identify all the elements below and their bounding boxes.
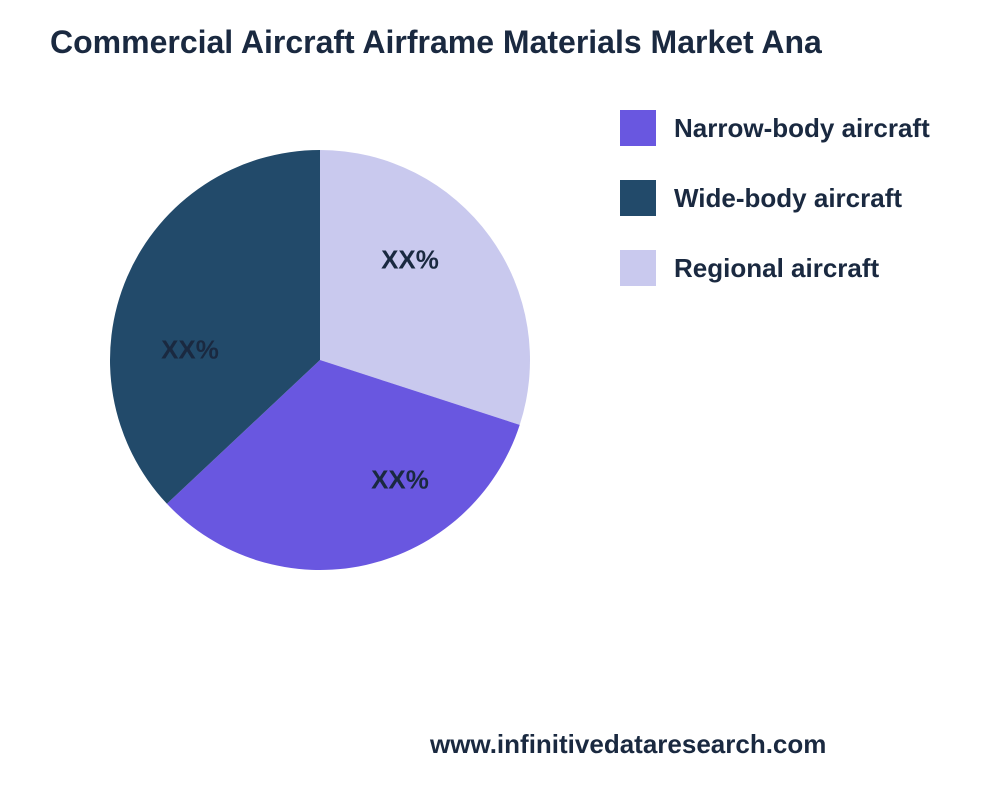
legend-label: Regional aircraft [674,253,879,284]
legend-item: Wide-body aircraft [620,180,930,216]
legend-swatch [620,110,656,146]
legend-item: Regional aircraft [620,250,930,286]
legend-swatch [620,180,656,216]
legend-item: Narrow-body aircraft [620,110,930,146]
legend: Narrow-body aircraft Wide-body aircraft Re… [620,110,930,286]
legend-label: Narrow-body aircraft [674,113,930,144]
legend-label: Wide-body aircraft [674,183,902,214]
slice-label: XX% [371,465,429,496]
chart-title: Commercial Aircraft Airframe Materials M… [50,24,822,61]
footer-url: www.infinitivedataresearch.com [430,729,826,760]
slice-label: XX% [381,245,439,276]
slice-label: XX% [161,335,219,366]
legend-swatch [620,250,656,286]
pie-svg [60,100,580,620]
pie-chart: XX% XX% XX% [60,100,580,620]
